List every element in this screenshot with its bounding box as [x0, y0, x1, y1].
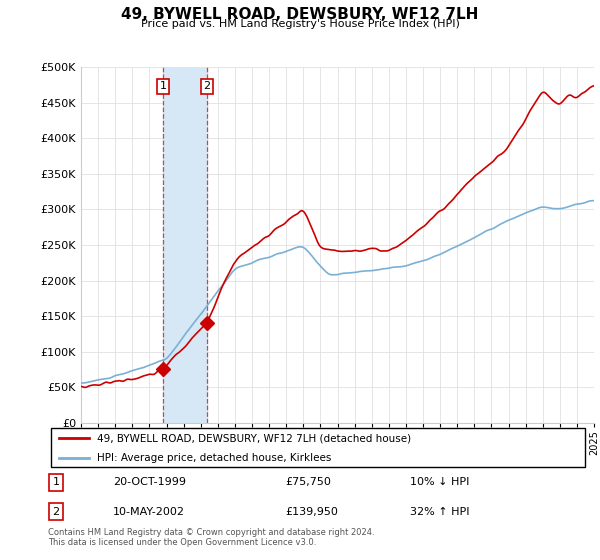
Text: 1: 1: [53, 478, 59, 487]
Text: 20-OCT-1999: 20-OCT-1999: [113, 478, 186, 487]
Text: 49, BYWELL ROAD, DEWSBURY, WF12 7LH (detached house): 49, BYWELL ROAD, DEWSBURY, WF12 7LH (det…: [97, 433, 411, 443]
Text: Price paid vs. HM Land Registry's House Price Index (HPI): Price paid vs. HM Land Registry's House …: [140, 19, 460, 29]
Text: Contains HM Land Registry data © Crown copyright and database right 2024.
This d: Contains HM Land Registry data © Crown c…: [48, 528, 374, 547]
Text: HPI: Average price, detached house, Kirklees: HPI: Average price, detached house, Kirk…: [97, 452, 331, 463]
Bar: [163, 67, 207, 423]
Text: 2: 2: [53, 507, 59, 516]
Text: 49, BYWELL ROAD, DEWSBURY, WF12 7LH: 49, BYWELL ROAD, DEWSBURY, WF12 7LH: [121, 7, 479, 22]
Text: £139,950: £139,950: [286, 507, 338, 516]
Text: 1: 1: [160, 81, 166, 91]
Text: £75,750: £75,750: [286, 478, 331, 487]
Text: 10-MAY-2002: 10-MAY-2002: [113, 507, 185, 516]
FancyBboxPatch shape: [50, 428, 586, 467]
Text: 2: 2: [203, 81, 211, 91]
Text: 10% ↓ HPI: 10% ↓ HPI: [410, 478, 469, 487]
Text: 32% ↑ HPI: 32% ↑ HPI: [410, 507, 469, 516]
